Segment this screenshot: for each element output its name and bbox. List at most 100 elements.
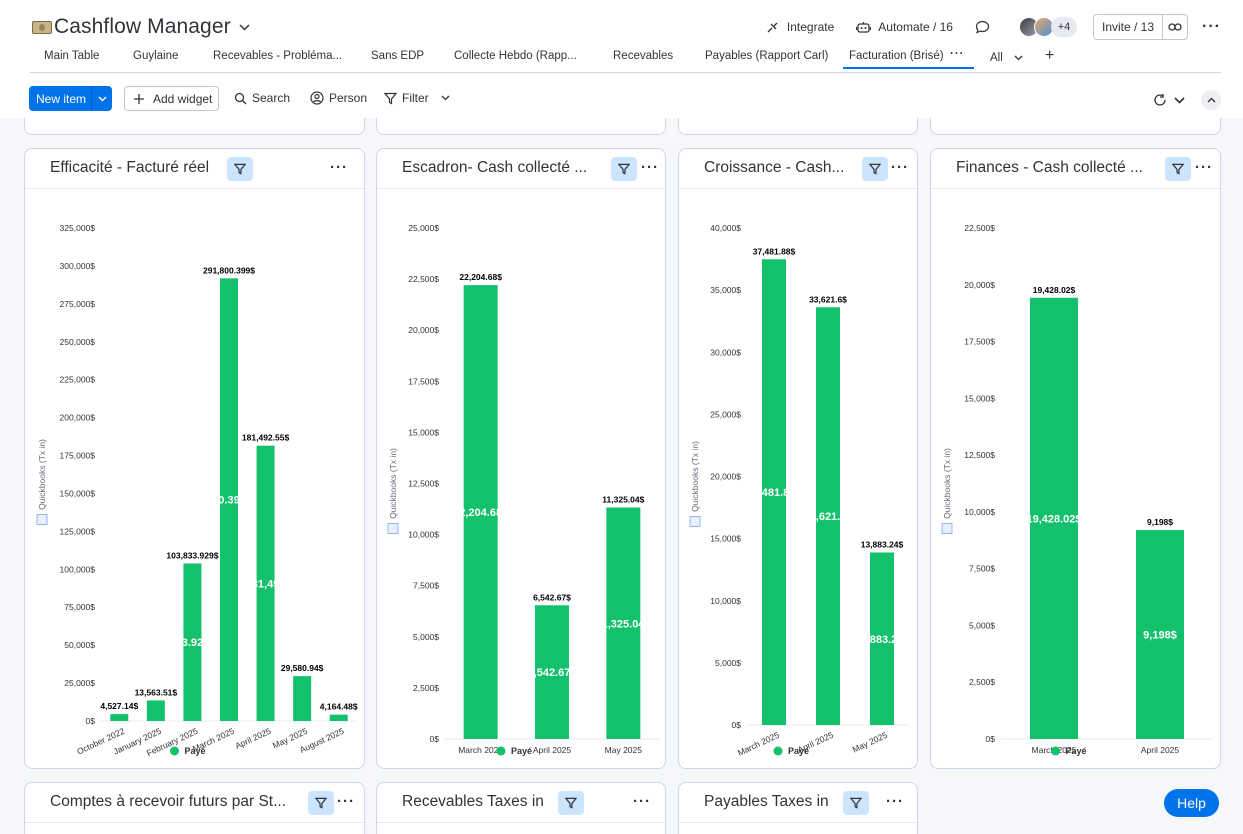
widget-card: Payables Taxes in ··· bbox=[678, 782, 918, 834]
tab-recevables[interactable]: Recevables bbox=[613, 50, 674, 62]
widget-filter-button[interactable] bbox=[1165, 157, 1191, 181]
x-tick-label: May 2025 bbox=[605, 745, 643, 755]
x-tick-label: April 2025 bbox=[533, 745, 572, 755]
widget-menu-icon[interactable]: ··· bbox=[633, 793, 651, 810]
widget-title[interactable]: Escadron- Cash collecté ... bbox=[402, 159, 588, 176]
widget-title[interactable]: Efficacité - Facturé réel bbox=[50, 159, 210, 176]
widget-menu-icon[interactable]: ··· bbox=[641, 159, 659, 176]
bar-inner-label: 19,428.02$ bbox=[1026, 513, 1081, 525]
widget-menu-icon[interactable]: ··· bbox=[337, 793, 355, 810]
tab-options-icon[interactable]: ··· bbox=[950, 48, 965, 60]
bar-value-label: 33,621.6$ bbox=[809, 294, 847, 304]
widget-filter-button[interactable] bbox=[843, 791, 869, 815]
quickbooks-icon bbox=[36, 514, 48, 525]
add-view-icon[interactable]: + bbox=[1045, 47, 1055, 64]
widget-header: Finances - Cash collecté ... ··· bbox=[931, 149, 1220, 189]
board-title[interactable]: Cashflow Manager bbox=[54, 15, 231, 38]
widget-card: Efficacité - Facturé réel ··· 0$ 25,000$ 5… bbox=[24, 148, 365, 769]
widget-title[interactable]: Croissance - Cash... bbox=[704, 159, 845, 176]
y-tick-label: 100,000$ bbox=[60, 564, 96, 574]
widget-filter-button[interactable] bbox=[558, 791, 584, 815]
bar bbox=[183, 563, 202, 721]
tab-collecte-hebdo[interactable]: Collecte Hebdo (Rapp... bbox=[454, 50, 577, 62]
board-members[interactable]: +4 bbox=[1018, 17, 1077, 37]
y-tick-label: 200,000$ bbox=[60, 413, 96, 423]
invite-button[interactable]: Invite / 13 bbox=[1092, 14, 1189, 40]
add-widget-button[interactable]: Add widget bbox=[124, 86, 219, 111]
y-tick-label: 250,000$ bbox=[60, 337, 96, 347]
widget-menu-icon[interactable]: ··· bbox=[886, 793, 904, 810]
tab-all[interactable]: All bbox=[990, 52, 1023, 64]
bar-value-label: 29,580.94$ bbox=[281, 663, 324, 673]
updates-button[interactable] bbox=[975, 20, 997, 34]
bar bbox=[535, 605, 569, 739]
widget-card: Escadron- Cash collecté ... ··· 0$ 2,500$… bbox=[376, 148, 666, 769]
widget-title[interactable]: Payables Taxes in bbox=[704, 793, 829, 810]
widget-menu-icon[interactable]: ··· bbox=[1195, 159, 1213, 176]
more-options-icon[interactable]: ··· bbox=[1202, 18, 1221, 35]
y-tick-label: 0$ bbox=[430, 734, 440, 744]
bar-value-label: 13,563.51$ bbox=[135, 687, 178, 697]
automate-button[interactable]: Automate / 16 bbox=[856, 20, 953, 34]
y-tick-label: 0$ bbox=[986, 734, 996, 744]
plus-icon bbox=[134, 93, 144, 104]
refresh-icon[interactable] bbox=[1153, 93, 1167, 107]
widget-title[interactable]: Finances - Cash collecté ... bbox=[956, 159, 1143, 176]
widget-filter-button[interactable] bbox=[308, 791, 334, 815]
invite-label[interactable]: Invite / 13 bbox=[1094, 15, 1164, 39]
y-tick-label: 125,000$ bbox=[60, 526, 96, 536]
board-title-row[interactable]: Cashflow Manager bbox=[30, 12, 250, 42]
widget-card: Comptes à recevoir futurs par St... ··· bbox=[24, 782, 365, 834]
bar bbox=[1030, 297, 1078, 739]
filter-label: Filter bbox=[402, 91, 429, 105]
legend-swatch bbox=[1051, 746, 1060, 756]
y-tick-label: 7,500$ bbox=[413, 581, 439, 591]
automate-label: Automate / 16 bbox=[878, 20, 953, 34]
widget-filter-button[interactable] bbox=[862, 157, 888, 181]
widget-filter-button[interactable] bbox=[611, 157, 637, 181]
widget-header: Croissance - Cash... ··· bbox=[679, 149, 917, 189]
chevron-down-icon[interactable] bbox=[91, 86, 112, 111]
x-tick-label: March 2025 bbox=[458, 745, 503, 755]
person-label: Person bbox=[329, 91, 368, 105]
y-tick-label: 30,000$ bbox=[710, 347, 741, 357]
bar-value-label: 9,198$ bbox=[1147, 517, 1173, 527]
tab-payables[interactable]: Payables (Rapport Carl) bbox=[705, 50, 829, 62]
new-item-label: New item bbox=[36, 91, 87, 106]
tab-sans-edp[interactable]: Sans EDP bbox=[371, 50, 425, 62]
y-tick-label: 20,000$ bbox=[964, 280, 995, 290]
filter-button[interactable]: Filter bbox=[384, 91, 455, 105]
bar-inner-label: 37,481.88$ bbox=[746, 487, 801, 499]
y-axis-label: Quickbooks (Tx in) bbox=[942, 448, 952, 519]
tab-recevables-problematiques[interactable]: Recevables - Probléma... bbox=[213, 50, 343, 62]
tab-facturation[interactable]: Facturation (Brisé) bbox=[843, 50, 974, 69]
integrate-button[interactable]: Integrate bbox=[766, 20, 834, 34]
widget-filter-button[interactable] bbox=[227, 157, 253, 181]
x-tick-label: April 2025 bbox=[233, 726, 272, 751]
chevron-down-icon[interactable] bbox=[239, 20, 250, 34]
widget-menu-icon[interactable]: ··· bbox=[891, 159, 909, 176]
copy-link-icon[interactable] bbox=[1163, 22, 1187, 32]
board-header: Cashflow Manager Integrate Automate / 16… bbox=[0, 0, 1243, 118]
help-button[interactable]: Help bbox=[1164, 789, 1219, 817]
dashboard-area: Efficacité - Facturé réel ··· 0$ 25,000$ 5… bbox=[0, 118, 1243, 834]
person-filter-button[interactable]: Person bbox=[310, 91, 367, 105]
tab-guylaine[interactable]: Guylaine bbox=[133, 50, 179, 62]
tab-main-table[interactable]: Main Table bbox=[44, 50, 100, 62]
new-item-button[interactable]: New item bbox=[29, 86, 112, 111]
filter-icon bbox=[384, 92, 397, 104]
search-button[interactable]: Search bbox=[234, 91, 290, 105]
y-tick-label: 25,000$ bbox=[408, 223, 439, 233]
chevron-down-icon[interactable] bbox=[1174, 96, 1185, 104]
toolbar-right bbox=[1153, 90, 1221, 110]
legend-swatch bbox=[773, 746, 783, 756]
y-tick-label: 75,000$ bbox=[64, 602, 95, 612]
widget-card: Finances - Cash collecté ... ··· 0$ 2,500… bbox=[930, 148, 1221, 769]
collapse-header-button[interactable] bbox=[1201, 90, 1221, 110]
add-widget-label: Add widget bbox=[153, 91, 213, 106]
widget-title[interactable]: Comptes à recevoir futurs par St... bbox=[50, 793, 287, 810]
widget-menu-icon[interactable]: ··· bbox=[330, 159, 348, 176]
widget-title[interactable]: Recevables Taxes in bbox=[402, 793, 544, 810]
avatars-more-count[interactable]: +4 bbox=[1050, 17, 1077, 37]
y-tick-label: 0$ bbox=[86, 716, 96, 726]
